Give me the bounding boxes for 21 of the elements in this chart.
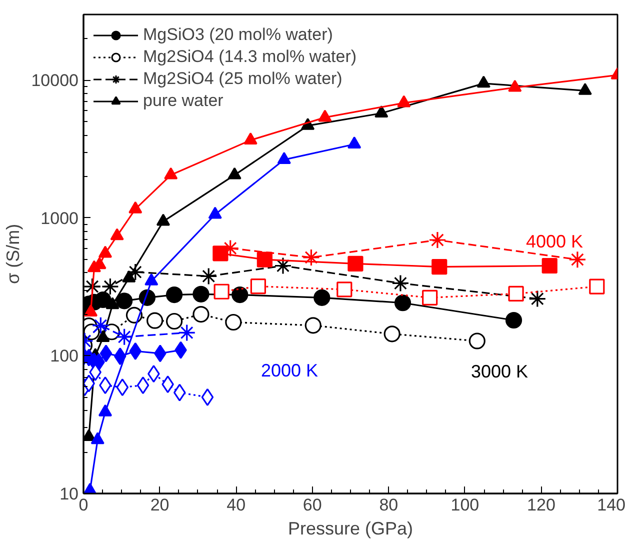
y-axis-title: σ (S/m)	[3, 224, 24, 284]
legend-label: Mg2SiO4 (14.3 mol% water)	[143, 46, 357, 68]
y-tick-label: 10	[60, 484, 79, 504]
x-tick-label: 0	[78, 496, 88, 514]
annotation: 2000 K	[260, 360, 318, 380]
y-tick-label: 1000	[40, 208, 79, 228]
annotation: 3000 K	[470, 362, 528, 382]
x-tick-label: 20	[150, 496, 170, 514]
x-tick-label: 40	[226, 496, 246, 514]
annotation: 4000 K	[526, 232, 584, 252]
x-tick-label: 100	[450, 496, 480, 514]
legend-label: Mg2SiO4 (25 mol% water)	[143, 68, 342, 90]
x-tick-label: 60	[302, 496, 322, 514]
y-tick-label: 100	[50, 346, 79, 366]
legend-label: pure water	[143, 90, 224, 112]
x-tick-label: 80	[379, 496, 398, 514]
legend-label: MgSiO3 (20 mol% water)	[143, 24, 333, 46]
x-tick-label: 140	[597, 496, 625, 514]
x-tick-label: 120	[527, 496, 556, 514]
y-tick-label: 10000	[31, 71, 79, 90]
x-axis-title: Pressure (GPa)	[288, 518, 414, 538]
